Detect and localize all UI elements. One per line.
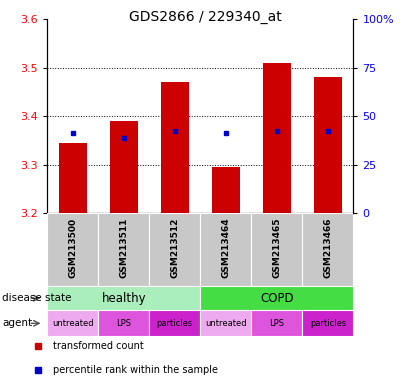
Text: untreated: untreated <box>52 319 94 328</box>
Text: COPD: COPD <box>260 292 294 305</box>
Bar <box>200 213 252 286</box>
Text: disease state: disease state <box>2 293 72 303</box>
Text: LPS: LPS <box>116 319 131 328</box>
Bar <box>98 310 149 336</box>
Text: GSM213465: GSM213465 <box>272 218 282 278</box>
Text: percentile rank within the sample: percentile rank within the sample <box>53 364 218 374</box>
Text: LPS: LPS <box>270 319 284 328</box>
Bar <box>314 78 342 213</box>
Text: GSM213512: GSM213512 <box>170 218 179 278</box>
Bar <box>161 82 189 213</box>
Bar <box>252 310 302 336</box>
Text: particles: particles <box>310 319 346 328</box>
Bar <box>47 213 98 286</box>
Bar <box>149 213 201 286</box>
Text: healthy: healthy <box>102 292 146 305</box>
Text: agent: agent <box>2 318 32 328</box>
Bar <box>212 167 240 213</box>
Bar <box>252 213 302 286</box>
Text: GSM213511: GSM213511 <box>119 218 128 278</box>
Bar <box>59 143 87 213</box>
Text: untreated: untreated <box>205 319 247 328</box>
Bar <box>98 213 149 286</box>
Bar <box>47 310 98 336</box>
Bar <box>149 310 200 336</box>
Text: GSM213466: GSM213466 <box>323 218 332 278</box>
Text: particles: particles <box>157 319 193 328</box>
Bar <box>201 286 353 310</box>
Bar <box>201 310 252 336</box>
Bar <box>110 121 138 213</box>
Text: GSM213464: GSM213464 <box>222 218 231 278</box>
Text: transformed count: transformed count <box>53 341 143 351</box>
Bar <box>302 310 353 336</box>
Text: GDS2866 / 229340_at: GDS2866 / 229340_at <box>129 10 282 23</box>
Text: GSM213500: GSM213500 <box>68 218 77 278</box>
Bar <box>263 63 291 213</box>
Bar <box>302 213 353 286</box>
Bar <box>47 286 201 310</box>
